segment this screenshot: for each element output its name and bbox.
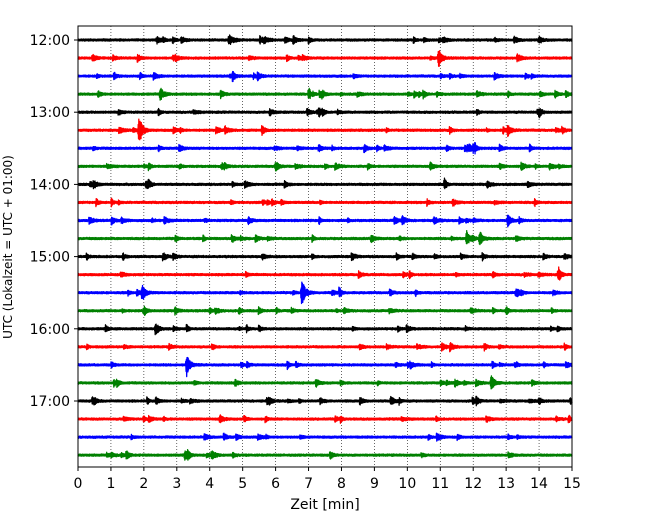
y-tick-label: 15:00 — [30, 250, 70, 266]
trace-1530 — [77, 281, 573, 305]
trace-1415 — [77, 197, 573, 208]
trace-1730 — [77, 432, 573, 442]
trace-1245 — [77, 87, 573, 101]
x-tick-label: 8 — [337, 476, 346, 492]
plot-frame — [77, 25, 573, 468]
y-axis-label: UTC (Lokalzeit = UTC + 01:00) — [1, 155, 15, 339]
trace-1300 — [77, 107, 573, 119]
x-tick-label: 2 — [139, 476, 148, 492]
x-tick-label: 11 — [431, 476, 449, 492]
trace-lines — [77, 34, 573, 461]
trace-1345 — [77, 161, 573, 172]
x-tick-label: 3 — [172, 476, 181, 492]
x-tick-label: 10 — [398, 476, 416, 492]
y-tick-label: 14:00 — [30, 177, 70, 193]
x-tick-label: 15 — [563, 476, 581, 492]
trace-1315 — [77, 118, 573, 141]
trace-1545 — [77, 305, 573, 316]
trace-1600 — [77, 323, 573, 336]
trace-1515 — [77, 266, 573, 281]
y-tick-label: 12:00 — [30, 33, 70, 49]
x-tick-label: 4 — [205, 476, 214, 492]
axis-ticks: 0 1 2 3 4 5 6 7 8 9 10 11 12 13 14 1512:0013:0014:0015:… — [30, 33, 581, 492]
x-tick-label: 13 — [497, 476, 515, 492]
x-tick-label: 9 — [370, 476, 379, 492]
x-tick-label: 7 — [304, 476, 313, 492]
y-tick-label: 13:00 — [30, 105, 70, 121]
y-tick-label: 16:00 — [30, 322, 70, 338]
trace-1700 — [77, 395, 573, 407]
x-tick-label: 14 — [530, 476, 548, 492]
trace-1500 — [77, 252, 573, 262]
trace-1615 — [77, 342, 573, 353]
trace-1445 — [77, 229, 573, 246]
x-tick-label: 0 — [74, 476, 83, 492]
x-tick-label: 1 — [106, 476, 115, 492]
trace-1400 — [77, 177, 573, 190]
trace-1745 — [77, 449, 573, 461]
x-tick-label: 6 — [271, 476, 280, 492]
trace-1215 — [77, 50, 573, 67]
y-tick-label: 17:00 — [30, 394, 70, 410]
trace-1330 — [77, 142, 573, 155]
x-axis-label: Zeit [min] — [290, 497, 359, 513]
trace-1630 — [77, 356, 573, 378]
x-tick-label: 12 — [464, 476, 482, 492]
x-tick-label: 5 — [238, 476, 247, 492]
trace-1230 — [77, 70, 573, 83]
trace-1200 — [77, 34, 573, 45]
trace-1715 — [77, 414, 573, 424]
trace-1430 — [77, 214, 573, 228]
trace-1645 — [77, 375, 573, 390]
